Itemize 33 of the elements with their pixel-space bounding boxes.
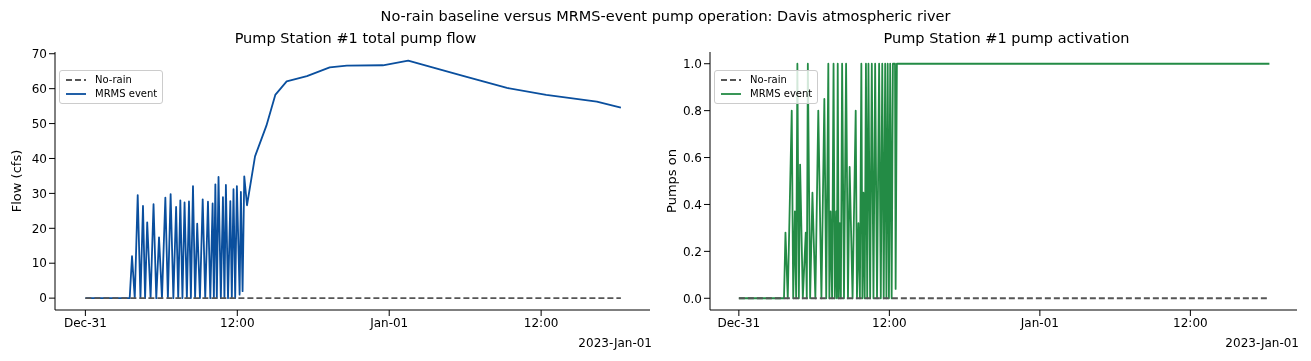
y-axis-title: Pumps on xyxy=(663,149,679,213)
y-tick-label: 30 xyxy=(31,186,47,201)
legend-label: No-rain xyxy=(750,73,787,87)
y-tick-label: 70 xyxy=(31,47,47,62)
y-tick-label: 0.2 xyxy=(682,244,702,259)
y-tick-label: 0 xyxy=(39,291,47,306)
y-tick-label: 0.0 xyxy=(682,291,702,306)
y-tick-label: 10 xyxy=(31,256,47,271)
y-tick-label: 50 xyxy=(31,116,47,131)
text: 2023-Jan-01 xyxy=(578,336,652,350)
y-tick-label: 0.8 xyxy=(682,103,702,118)
legend-label: MRMS event xyxy=(750,87,813,101)
y-tick-label: 60 xyxy=(31,81,47,96)
x-tick-label: 12:00 xyxy=(220,315,255,330)
x-tick-label: 12:00 xyxy=(872,315,907,330)
y-tick-label: 20 xyxy=(31,221,47,236)
y-tick-label: 1.0 xyxy=(682,56,702,71)
x-tick-label: Dec-31 xyxy=(717,315,761,330)
x-tick-label: Dec-31 xyxy=(63,315,107,330)
x-tick-label: Jan-01 xyxy=(369,315,409,330)
chart-title: Pump Station #1 total pump flow xyxy=(233,30,478,46)
legend-label: No-rain xyxy=(95,73,132,87)
y-tick-label: 0.4 xyxy=(682,197,702,212)
x-tick-label: Jan-01 xyxy=(1019,315,1059,330)
y-tick-label: 0.6 xyxy=(682,150,702,165)
chart-title: Pump Station #1 pump activation xyxy=(882,30,1131,46)
text: 2023-Jan-01 xyxy=(1225,336,1299,350)
text: No-rain baseline versus MRMS-event pump operation: Davis atmospheric river xyxy=(380,8,951,24)
y-tick-label: 40 xyxy=(31,151,47,166)
legend-label: MRMS event xyxy=(95,87,158,101)
y-axis-title: Flow (cfs) xyxy=(8,149,24,213)
x-tick-label: 12:00 xyxy=(1173,315,1208,330)
x-tick-label: 12:00 xyxy=(523,315,559,330)
